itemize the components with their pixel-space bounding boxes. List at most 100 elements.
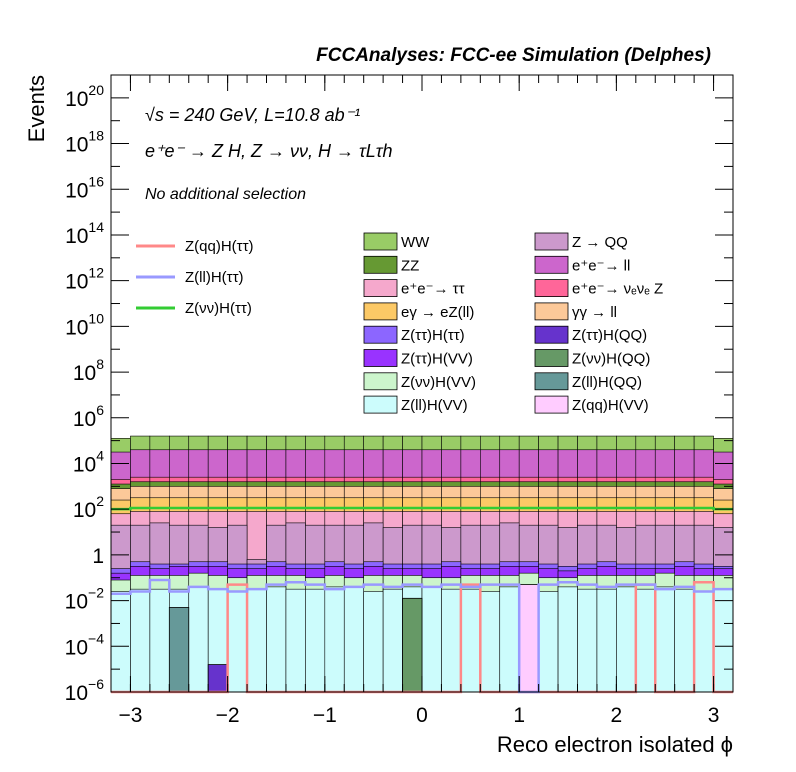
chart-title: FCCAnalyses: FCC-ee Simulation (Delphes): [316, 45, 711, 66]
y-tick-exponent: −6: [88, 676, 104, 692]
bar-z-ll-h-vv-: [188, 586, 209, 693]
legend-label: Z(νν)H(VV): [401, 374, 476, 391]
bar-z-ll-h-vv-: [343, 586, 364, 693]
bar-z-ll-h-vv-: [363, 591, 384, 693]
line-z-ll-h-: [111, 578, 733, 694]
y-tick-exponent: 8: [96, 356, 104, 372]
y-tick-exponent: 16: [88, 173, 104, 189]
y-tick-exponent: 2: [96, 493, 104, 509]
y-tick-exponent: 14: [88, 219, 104, 235]
bar-z-ll-h-vv-: [227, 591, 248, 693]
y-tick-exponent: 6: [96, 402, 104, 418]
legend-swatch: [534, 372, 569, 391]
bar-z-ll-h-vv-: [421, 586, 442, 693]
legend-label: Z → QQ: [572, 234, 628, 251]
x-tick-label: 0: [416, 704, 428, 727]
x-tick-label: −3: [118, 704, 142, 727]
x-axis-label: Reco electron isolated ϕ: [497, 732, 733, 757]
legend-label: Z(ll)H(QQ): [572, 374, 642, 391]
bar-z-ll-h-vv-: [110, 591, 131, 693]
bar-z-ll-h-vv-: [441, 588, 462, 693]
x-tick-label: −1: [313, 704, 337, 727]
bar-z-ll-h-vv-: [713, 588, 734, 693]
process-annotation: e⁺e⁻ → Z H, Z → νν, H → τLτh: [145, 141, 393, 161]
legend-line-label: Z(ll)H(ττ): [185, 269, 244, 286]
legend-swatch: [534, 255, 569, 274]
bar-z-ll-h-vv-: [499, 586, 520, 693]
bar-z-ll-h-vv-: [674, 588, 695, 693]
legend-label: Z(qq)H(VV): [572, 397, 649, 414]
bar-z-ll-h-vv-: [149, 588, 170, 693]
x-tick-label: 3: [708, 704, 720, 727]
bar-z-ll-h-vv-: [538, 591, 559, 693]
stacked-histogram: [110, 435, 734, 693]
y-tick-exponent: −4: [88, 630, 104, 646]
legend-swatch: [534, 395, 569, 414]
line-z-h-: [111, 506, 733, 511]
legend-line-label: Z(qq)H(ττ): [185, 238, 254, 255]
bar-z-ll-h-vv-: [305, 588, 326, 693]
bar-z-ll-h-vv-: [577, 588, 598, 693]
legend-label: γγ → ll: [572, 304, 617, 321]
bar-z-ll-h-qq-: [168, 607, 190, 693]
bar-z-qq-h-vv-: [518, 584, 540, 693]
bar-z-h-qq-: [402, 597, 423, 693]
legend-label: eγ → eZ(ll): [401, 304, 474, 321]
legend-swatch: [363, 279, 398, 298]
legend-signal: Z(qq)H(ττ) Z(ll)H(ττ) Z(νν)H(ττ): [136, 238, 254, 317]
bar-z-ll-h-vv-: [557, 586, 578, 693]
legend-label: e⁺e⁻→ ττ: [401, 281, 465, 298]
bar-z-ll-h-vv-: [693, 591, 714, 693]
legend-label: Z(ττ)H(VV): [401, 351, 473, 368]
y-tick-label: 1: [92, 545, 104, 568]
bar-z-ll-h-vv-: [382, 588, 403, 693]
y-tick-exponent: 4: [96, 447, 104, 463]
legend-line-label: Z(νν)H(ττ): [185, 300, 252, 317]
bar-z-ll-h-vv-: [616, 586, 637, 693]
selection-annotation: No additional selection: [145, 186, 306, 203]
legend-swatch: [534, 302, 569, 321]
bar-z-h-qq-: [207, 664, 229, 693]
bar-z-ll-h-vv-: [285, 588, 306, 693]
legend-swatch: [534, 325, 569, 344]
bar-z-ll-h-vv-: [654, 586, 675, 693]
bar-z-ll-h-vv-: [266, 586, 287, 693]
energy-annotation: √s = 240 GeV, L=10.8 ab⁻¹: [145, 105, 360, 125]
legend-swatch: [363, 325, 398, 344]
legend-swatch: [363, 372, 398, 391]
legend-label: ZZ: [401, 257, 419, 274]
y-tick-exponent: 20: [88, 82, 104, 98]
axis-ticks: [110, 74, 734, 693]
legend-swatch: [363, 302, 398, 321]
y-axis-label: Events: [24, 75, 49, 142]
legend-label: Z(ll)H(VV): [401, 397, 468, 414]
legend-label: WW: [401, 234, 430, 251]
x-tick-label: 2: [611, 704, 623, 727]
bar-z-ll-h-vv-: [246, 588, 267, 693]
legend-swatch: [534, 279, 569, 298]
y-tick-exponent: 12: [88, 265, 104, 281]
legend-swatch: [363, 255, 398, 274]
sparse-histograms: [168, 584, 540, 693]
legend-swatch: [534, 232, 569, 251]
legend-label: e⁺e⁻→ ll: [572, 257, 630, 274]
y-tick-exponent: 10: [88, 310, 104, 326]
legend-label: Z(ττ)H(ττ): [401, 327, 465, 344]
legend-swatch: [534, 349, 569, 367]
legend-backgrounds: WW ZZ e⁺e⁻→ ττ eγ → eZ(ll) Z(ττ)H(ττ) Z(ττ)H(…: [363, 232, 663, 414]
bar-z-ll-h-vv-: [596, 588, 617, 693]
bar-z-ll-h-vv-: [635, 588, 656, 693]
x-tick-label: −2: [216, 704, 240, 727]
legend-swatch: [363, 232, 398, 251]
bar-z-ll-h-vv-: [324, 586, 345, 693]
bar-z-ll-h-vv-: [130, 588, 151, 693]
legend-label: Z(ττ)H(QQ): [572, 327, 647, 344]
y-tick-exponent: 18: [88, 128, 104, 144]
y-tick-exponent: −2: [88, 585, 104, 601]
legend-label: Z(νν)H(QQ): [572, 351, 650, 368]
legend-swatch: [363, 395, 398, 414]
bar-z-ll-h-vv-: [460, 588, 481, 693]
bar-z-ll-h-vv-: [480, 591, 501, 693]
x-tick-label: 1: [513, 704, 525, 727]
